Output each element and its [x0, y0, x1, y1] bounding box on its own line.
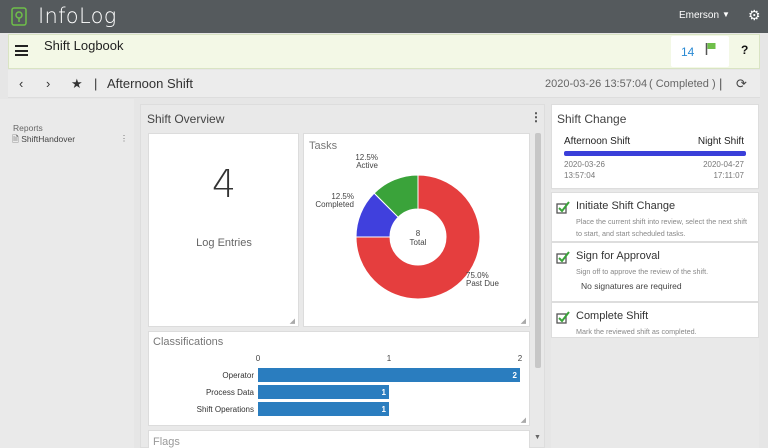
- log-entries-card[interactable]: 4 Log Entries ◢: [148, 133, 299, 327]
- category-label: Operator: [222, 371, 254, 380]
- sidebar-item-label: ShiftHandover: [21, 134, 76, 144]
- step-description: Mark the reviewed shift as completed.: [576, 327, 697, 336]
- panel-menu-icon[interactable]: ⋮: [530, 110, 542, 124]
- refresh-icon[interactable]: ⟳: [736, 76, 747, 91]
- axis-tick-label: 2: [518, 354, 523, 363]
- donut-center-value: 8: [416, 229, 421, 238]
- classifications-title: Classifications: [153, 336, 224, 348]
- panel-title: Shift Overview: [147, 112, 225, 126]
- step-description: Sign off to approve the review of the sh…: [576, 267, 709, 276]
- step-title: Sign for Approval: [576, 250, 660, 262]
- pie-slice-past-due: [355, 174, 481, 300]
- step-sign-for-approval[interactable]: Sign for Approval Sign off to approve th…: [551, 242, 759, 302]
- slice-percent-label: 75.0%: [466, 271, 489, 280]
- sidebar: Reports 🗎 ShiftHandover ⋮: [0, 99, 134, 448]
- shift-status: ( Completed ): [649, 78, 716, 90]
- bar: [258, 385, 389, 399]
- panel-title: Shift Change: [557, 112, 627, 126]
- slice-percent-label: 12.5%: [331, 192, 354, 201]
- app-title: InfoLog: [38, 4, 117, 28]
- help-button[interactable]: ?: [741, 43, 749, 57]
- flags-button[interactable]: 14: [671, 36, 729, 67]
- logbook-title: Shift Logbook: [44, 38, 124, 53]
- step-title: Complete Shift: [576, 310, 649, 322]
- shift-change-panel: Shift Change Afternoon Shift Night Shift…: [551, 104, 759, 189]
- category-label: Shift Operations: [197, 405, 254, 414]
- step-complete-shift[interactable]: Complete Shift Mark the reviewed shift a…: [551, 302, 759, 338]
- category-label: Process Data: [206, 388, 255, 397]
- app-bar: InfoLog Emerson ▼ ⚙: [0, 0, 768, 33]
- previous-shift-button[interactable]: ‹: [19, 76, 24, 91]
- divider: |: [94, 76, 98, 91]
- bar: [258, 368, 520, 382]
- flags-title: Flags: [153, 436, 180, 448]
- slice-name-label: Active: [356, 161, 378, 170]
- log-entries-label: Log Entries: [196, 237, 252, 249]
- resize-handle-icon[interactable]: ◢: [289, 318, 295, 325]
- log-entries-count: 4: [211, 162, 237, 206]
- user-menu[interactable]: Emerson: [679, 10, 720, 21]
- resize-handle-icon[interactable]: ◢: [520, 417, 526, 424]
- tasks-card: Tasks 75.0% Past Due 12.5% Completed 12.5% Ac…: [303, 133, 530, 327]
- checked-box-icon: [556, 201, 570, 214]
- classifications-card: Classifications 0 1 2 Operator 2 Process Data…: [148, 331, 530, 426]
- axis-tick-label: 0: [256, 354, 261, 363]
- bar-value-label: 2: [513, 371, 518, 380]
- signature-note: No signatures are required: [581, 281, 682, 291]
- flag-count: 14: [681, 45, 695, 59]
- tasks-title: Tasks: [309, 140, 338, 152]
- scroll-down-icon[interactable]: ▼: [534, 434, 541, 441]
- item-menu-icon[interactable]: ⋮: [120, 134, 128, 143]
- logbook-bar: Shift Logbook 14 ?: [8, 34, 760, 69]
- shift-overview-panel: Shift Overview ⋮ 4 Log Entries ◢ Tasks 7…: [140, 104, 545, 448]
- next-shift-button[interactable]: ›: [46, 76, 51, 91]
- shift-nav-bar: ‹ › ★ | Afternoon Shift 2020-03-26 13:57…: [8, 70, 760, 98]
- tasks-donut-chart: 75.0%Past Due12.5%Completed12.5%Active8T…: [315, 153, 499, 300]
- pie-slice-active: [373, 174, 419, 218]
- slice-name-label: Past Due: [466, 279, 499, 288]
- bar: [258, 402, 389, 416]
- checked-box-icon: [556, 251, 570, 264]
- step-description: Place the current shift into review, sel…: [576, 217, 747, 238]
- flag-icon: [705, 43, 716, 55]
- axis-tick-label: 1: [387, 354, 392, 363]
- from-shift-date: 2020-03-26: [564, 160, 605, 169]
- step-title: Initiate Shift Change: [576, 200, 676, 212]
- sidebar-item-shifthandover[interactable]: 🗎 ShiftHandover: [12, 134, 75, 148]
- gear-icon[interactable]: ⚙: [748, 7, 761, 23]
- from-shift-name: Afternoon Shift: [564, 136, 631, 147]
- donut-center-label: Total: [410, 238, 427, 247]
- from-shift-time: 13:57:04: [564, 171, 596, 180]
- classifications-bar-chart: 0 1 2 Operator 2 Process Data 1 Shift Operation…: [197, 354, 523, 416]
- to-shift-name: Night Shift: [697, 136, 744, 147]
- hamburger-menu-icon[interactable]: [15, 45, 28, 56]
- checked-box-icon: [556, 311, 570, 324]
- to-shift-date: 2020-04-27: [703, 160, 744, 169]
- to-shift-time: 17:11:07: [713, 171, 744, 180]
- resize-handle-icon[interactable]: ◢: [520, 318, 526, 325]
- slice-name-label: Completed: [315, 200, 354, 209]
- shift-change-steps: Initiate Shift Change Place the current …: [551, 190, 759, 448]
- shift-progress-bar: [564, 151, 746, 156]
- star-icon[interactable]: ★: [71, 76, 83, 91]
- scrollbar[interactable]: ▼: [534, 133, 542, 446]
- shift-name: Afternoon Shift: [107, 76, 193, 91]
- bar-value-label: 1: [382, 405, 387, 414]
- step-initiate-shift-change[interactable]: Initiate Shift Change Place the current …: [551, 192, 759, 242]
- document-icon: 🗎: [12, 134, 19, 144]
- shift-datetime: 2020-03-26 13:57:04: [545, 78, 648, 90]
- slice-percent-label: 12.5%: [355, 153, 378, 162]
- flags-card: Flags: [148, 430, 530, 448]
- infolog-logo-icon: [11, 7, 27, 26]
- sidebar-section-reports: Reports: [13, 123, 43, 133]
- scrollbar-thumb[interactable]: [535, 133, 541, 368]
- divider: |: [719, 76, 723, 91]
- caret-down-icon[interactable]: ▼: [722, 10, 730, 19]
- bar-value-label: 1: [382, 388, 387, 397]
